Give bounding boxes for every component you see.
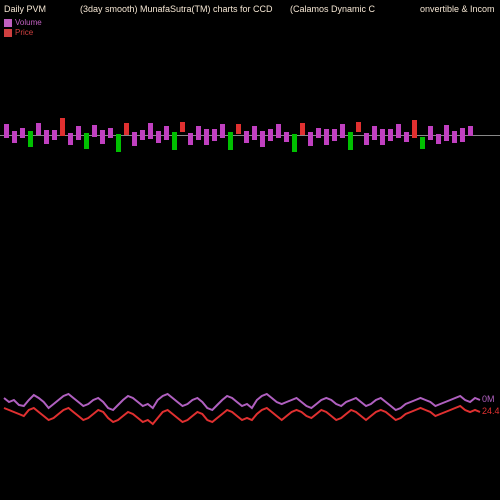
price-axis-label: 24.46 xyxy=(482,406,500,416)
line-chart xyxy=(0,0,500,500)
price-line xyxy=(4,406,480,424)
volume-axis-label: 0M xyxy=(482,394,495,404)
chart-container: Daily PVM (3day smooth) MunafaSutra(TM) … xyxy=(0,0,500,500)
volume-line xyxy=(4,394,480,410)
